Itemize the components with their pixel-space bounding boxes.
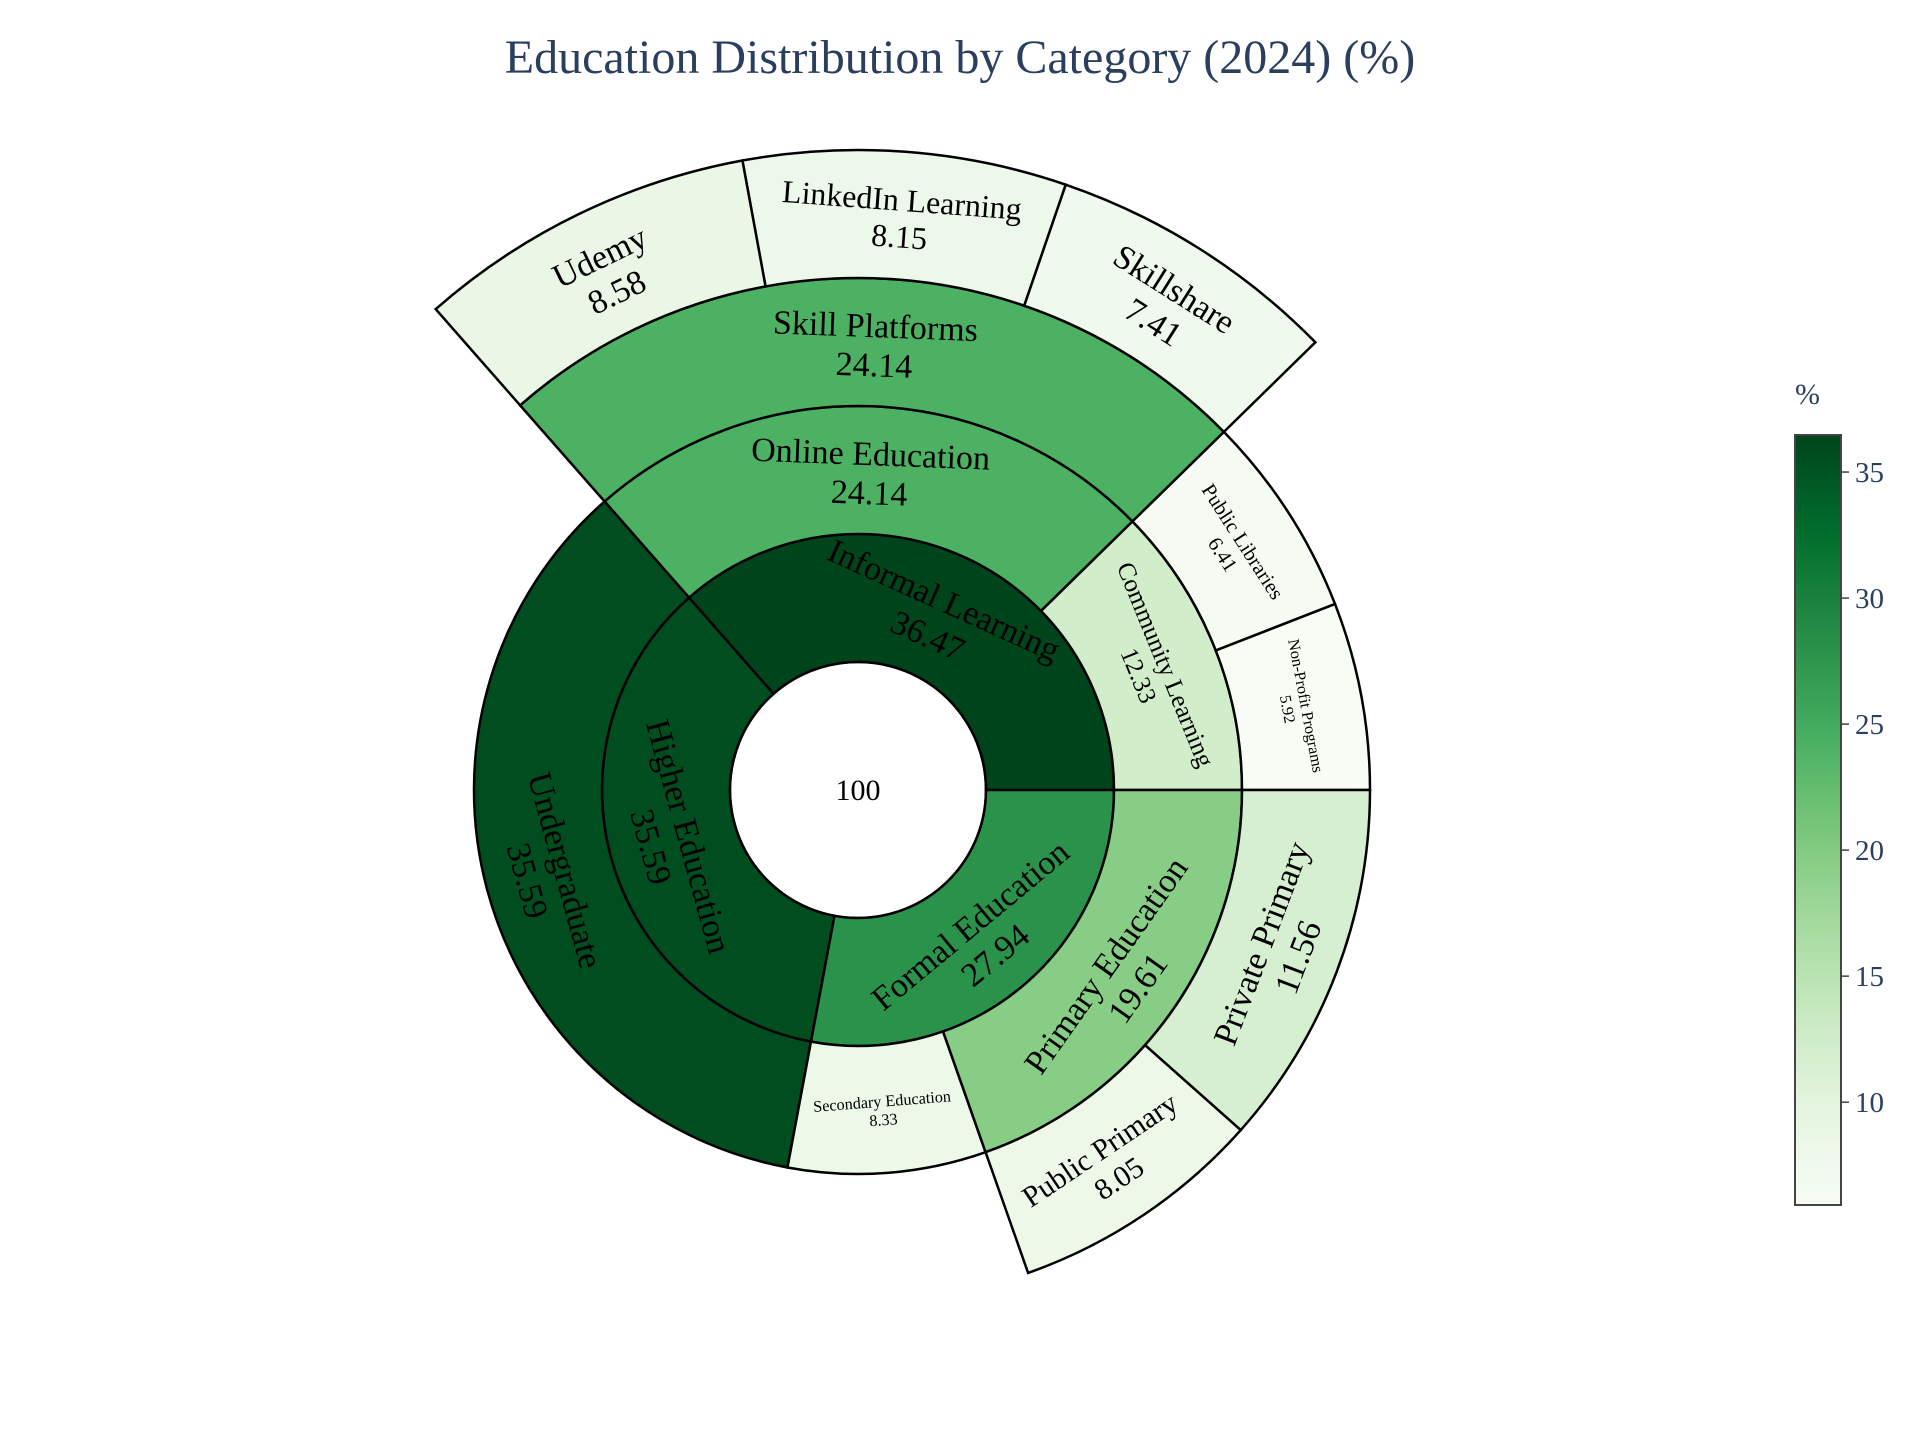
slice-private-primary[interactable]	[1143, 788, 1372, 1132]
colorbar-tick-label: 30	[1855, 583, 1884, 615]
colorbar-tick-label: 25	[1855, 709, 1884, 741]
slice-udemy[interactable]	[433, 159, 767, 408]
colorbar-tick-label: 10	[1855, 1087, 1884, 1119]
center-value: 100	[836, 774, 881, 807]
colorbar-title: %	[1795, 378, 1820, 411]
value-online-education: 24.14	[830, 474, 908, 514]
value-secondary-education: 8.33	[869, 1110, 899, 1130]
colorbar-tick-label: 15	[1855, 961, 1884, 993]
colorbar	[1794, 434, 1842, 1206]
colorbar-tick-label: 35	[1855, 457, 1884, 489]
label-skill-platforms: Skill Platforms	[772, 304, 978, 349]
label-online-education: Online Education	[751, 432, 991, 478]
chart-title: Education Distribution by Category (2024…	[504, 31, 1416, 84]
value-skill-platforms: 24.14	[835, 346, 913, 386]
value-non-profit-programs: 5.92	[1276, 694, 1298, 725]
colorbar-tick-label: 20	[1855, 835, 1884, 867]
slice-undergraduate[interactable]	[472, 499, 813, 1169]
value-linkedin-learning: 8.15	[870, 217, 928, 256]
